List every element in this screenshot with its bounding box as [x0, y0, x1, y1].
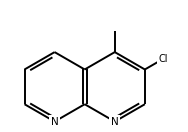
Text: Cl: Cl — [158, 54, 168, 64]
Text: N: N — [51, 117, 58, 127]
Text: N: N — [111, 117, 119, 127]
